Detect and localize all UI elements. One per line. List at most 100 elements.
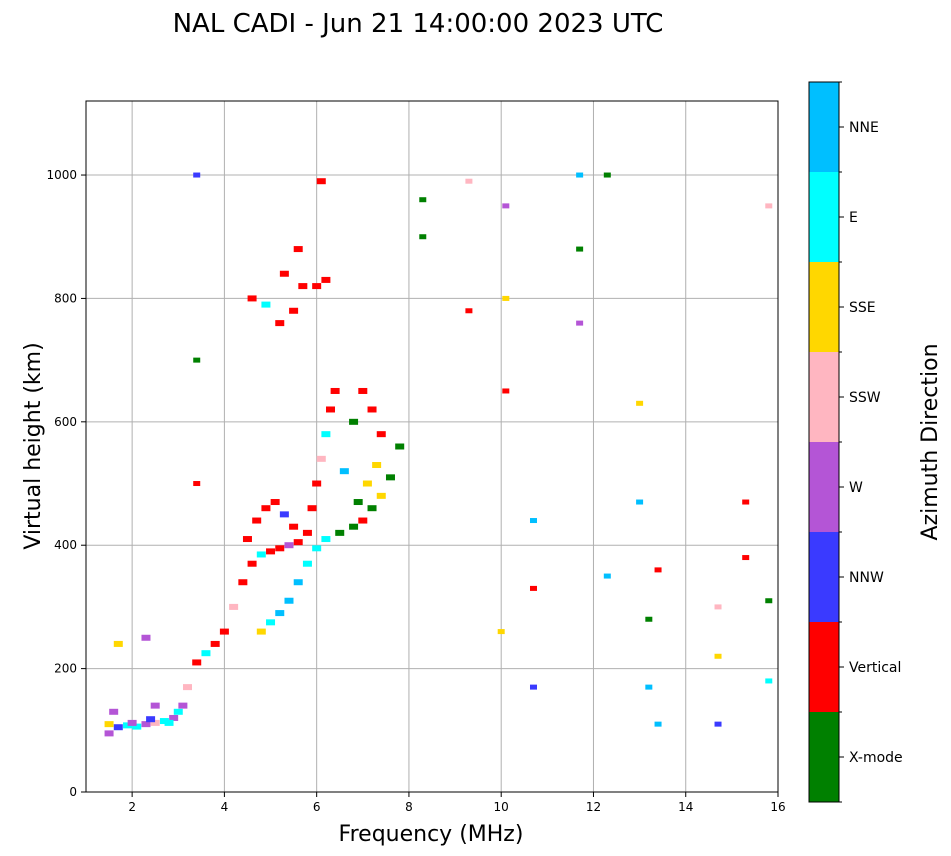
echo-point bbox=[238, 579, 248, 586]
x-tick-label: 8 bbox=[405, 800, 413, 814]
colorbar-segment-nne bbox=[809, 82, 839, 172]
echo-point bbox=[376, 431, 386, 438]
echo-point bbox=[765, 598, 773, 604]
echo-point bbox=[330, 387, 340, 394]
echo-point bbox=[316, 455, 326, 462]
y-tick-label: 200 bbox=[54, 662, 77, 676]
echo-point bbox=[150, 719, 160, 726]
echo-point bbox=[419, 234, 427, 240]
echo-point bbox=[256, 628, 266, 635]
echo-point bbox=[104, 721, 114, 728]
echo-point bbox=[123, 722, 133, 729]
echo-point bbox=[279, 511, 289, 518]
echo-point bbox=[529, 684, 537, 690]
echo-point bbox=[261, 505, 271, 512]
echo-point bbox=[312, 545, 322, 552]
echo-point bbox=[302, 560, 312, 567]
echo-point bbox=[141, 721, 151, 728]
echo-point bbox=[372, 462, 382, 469]
y-axis-ticks: 0 200 400 600 800 1000 bbox=[46, 168, 86, 799]
echo-point bbox=[307, 505, 317, 512]
colorbar-label-vertical: Vertical bbox=[849, 660, 901, 676]
echo-point bbox=[353, 499, 363, 506]
echo-point bbox=[576, 246, 584, 252]
echo-point bbox=[104, 730, 114, 737]
echo-point bbox=[192, 659, 202, 666]
echo-point bbox=[654, 567, 662, 573]
echo-point bbox=[465, 178, 473, 184]
echo-point bbox=[339, 468, 349, 475]
echo-point bbox=[242, 536, 252, 543]
echo-point bbox=[362, 480, 372, 487]
echo-point bbox=[385, 474, 395, 481]
echo-point bbox=[321, 276, 331, 283]
echo-point bbox=[169, 714, 179, 721]
colorbar-label-x-mode: X-mode bbox=[849, 750, 903, 766]
colorbar-label-e: E bbox=[849, 210, 858, 226]
colorbar-segment-ssw bbox=[809, 352, 839, 442]
x-tick-label: 12 bbox=[586, 800, 601, 814]
x-tick-label: 16 bbox=[770, 800, 785, 814]
echo-point bbox=[576, 320, 584, 326]
colorbar-label-nne: NNE bbox=[849, 120, 879, 136]
echo-point bbox=[321, 536, 331, 543]
x-tick-label: 14 bbox=[678, 800, 693, 814]
echo-point bbox=[367, 505, 377, 512]
colorbar-segment-vertical bbox=[809, 622, 839, 712]
echo-point bbox=[164, 719, 174, 726]
echo-point bbox=[316, 178, 326, 185]
echo-point bbox=[252, 517, 262, 524]
echo-point bbox=[497, 629, 505, 635]
echo-point bbox=[376, 492, 386, 499]
echo-point bbox=[358, 517, 368, 524]
x-tick-label: 4 bbox=[221, 800, 229, 814]
echo-point bbox=[395, 443, 405, 450]
echo-point bbox=[742, 499, 750, 505]
echo-point bbox=[132, 723, 142, 730]
echo-point bbox=[714, 604, 722, 610]
echo-point bbox=[298, 283, 308, 290]
echo-point bbox=[113, 640, 123, 647]
echo-point bbox=[645, 616, 653, 622]
echo-point bbox=[714, 653, 722, 659]
plot-area: 2 4 6 8 10 12 14 16 0 200 400 600 800 1000 bbox=[46, 100, 786, 814]
colorbar-frame bbox=[808, 81, 840, 803]
y-tick-label: 0 bbox=[69, 785, 77, 799]
echo-point bbox=[193, 172, 201, 178]
echo-point bbox=[247, 560, 257, 567]
echo-point bbox=[502, 203, 510, 209]
echo-point bbox=[256, 551, 266, 558]
echo-point bbox=[654, 721, 662, 727]
echo-point bbox=[293, 539, 303, 546]
echo-point bbox=[529, 518, 537, 524]
echo-point bbox=[289, 307, 299, 314]
echo-point bbox=[210, 640, 220, 647]
echo-point bbox=[321, 431, 331, 438]
echo-point bbox=[178, 702, 188, 709]
echo-point bbox=[289, 523, 299, 530]
chart-title: NAL CADI - Jun 21 14:00:00 2023 UTC bbox=[173, 9, 664, 39]
echo-point bbox=[714, 721, 722, 727]
echo-point bbox=[576, 172, 584, 178]
colorbar-label: Azimuth Direction bbox=[918, 343, 943, 540]
echo-point bbox=[302, 529, 312, 536]
echo-point bbox=[284, 597, 294, 604]
echo-point bbox=[312, 480, 322, 487]
echo-point bbox=[636, 499, 644, 505]
colorbar-label-ssw: SSW bbox=[849, 390, 881, 406]
echo-point bbox=[247, 295, 257, 302]
echo-point bbox=[113, 724, 123, 731]
colorbar-segment-w bbox=[809, 442, 839, 532]
echo-point bbox=[219, 628, 229, 635]
colorbar-segment-e bbox=[809, 172, 839, 262]
x-axis-ticks: 2 4 6 8 10 12 14 16 bbox=[128, 792, 786, 814]
colorbar-segment-x-mode bbox=[809, 712, 839, 802]
colorbar-label-w: W bbox=[849, 480, 863, 496]
echo-point bbox=[146, 716, 156, 723]
colorbar-label-nnw: NNW bbox=[849, 570, 884, 586]
echo-point bbox=[358, 387, 368, 394]
azimuth-colorbar: X-mode Vertical NNW W SSW SSE E NNE bbox=[808, 81, 903, 803]
x-tick-label: 6 bbox=[313, 800, 321, 814]
echo-point bbox=[193, 481, 201, 487]
